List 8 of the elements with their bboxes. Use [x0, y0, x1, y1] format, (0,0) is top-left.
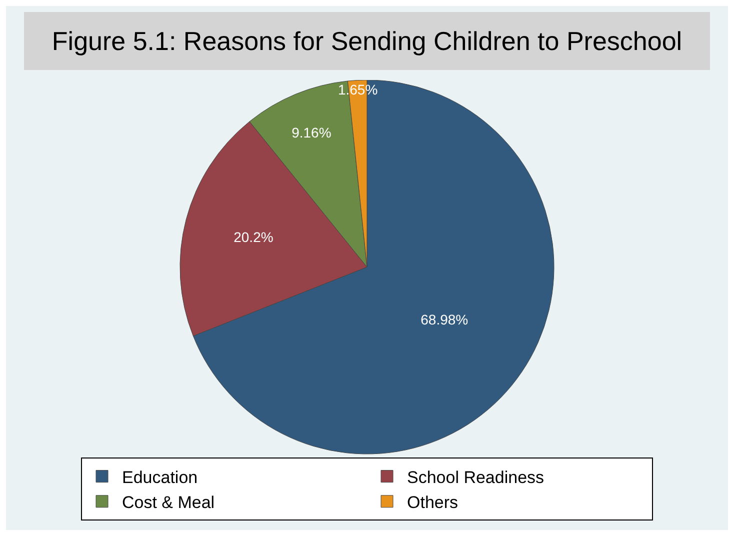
- legend-label: Cost & Meal: [122, 493, 215, 512]
- data-label: 9.16%: [292, 124, 332, 140]
- data-label: 20.2%: [234, 229, 274, 246]
- legend-label: Education: [122, 468, 198, 487]
- legend-label: Others: [407, 493, 458, 512]
- chart-title: Figure 5.1: Reasons for Sending Children to Preschool: [24, 12, 710, 70]
- data-label: 68.98%: [420, 312, 468, 328]
- legend-label: School Readiness: [407, 468, 544, 487]
